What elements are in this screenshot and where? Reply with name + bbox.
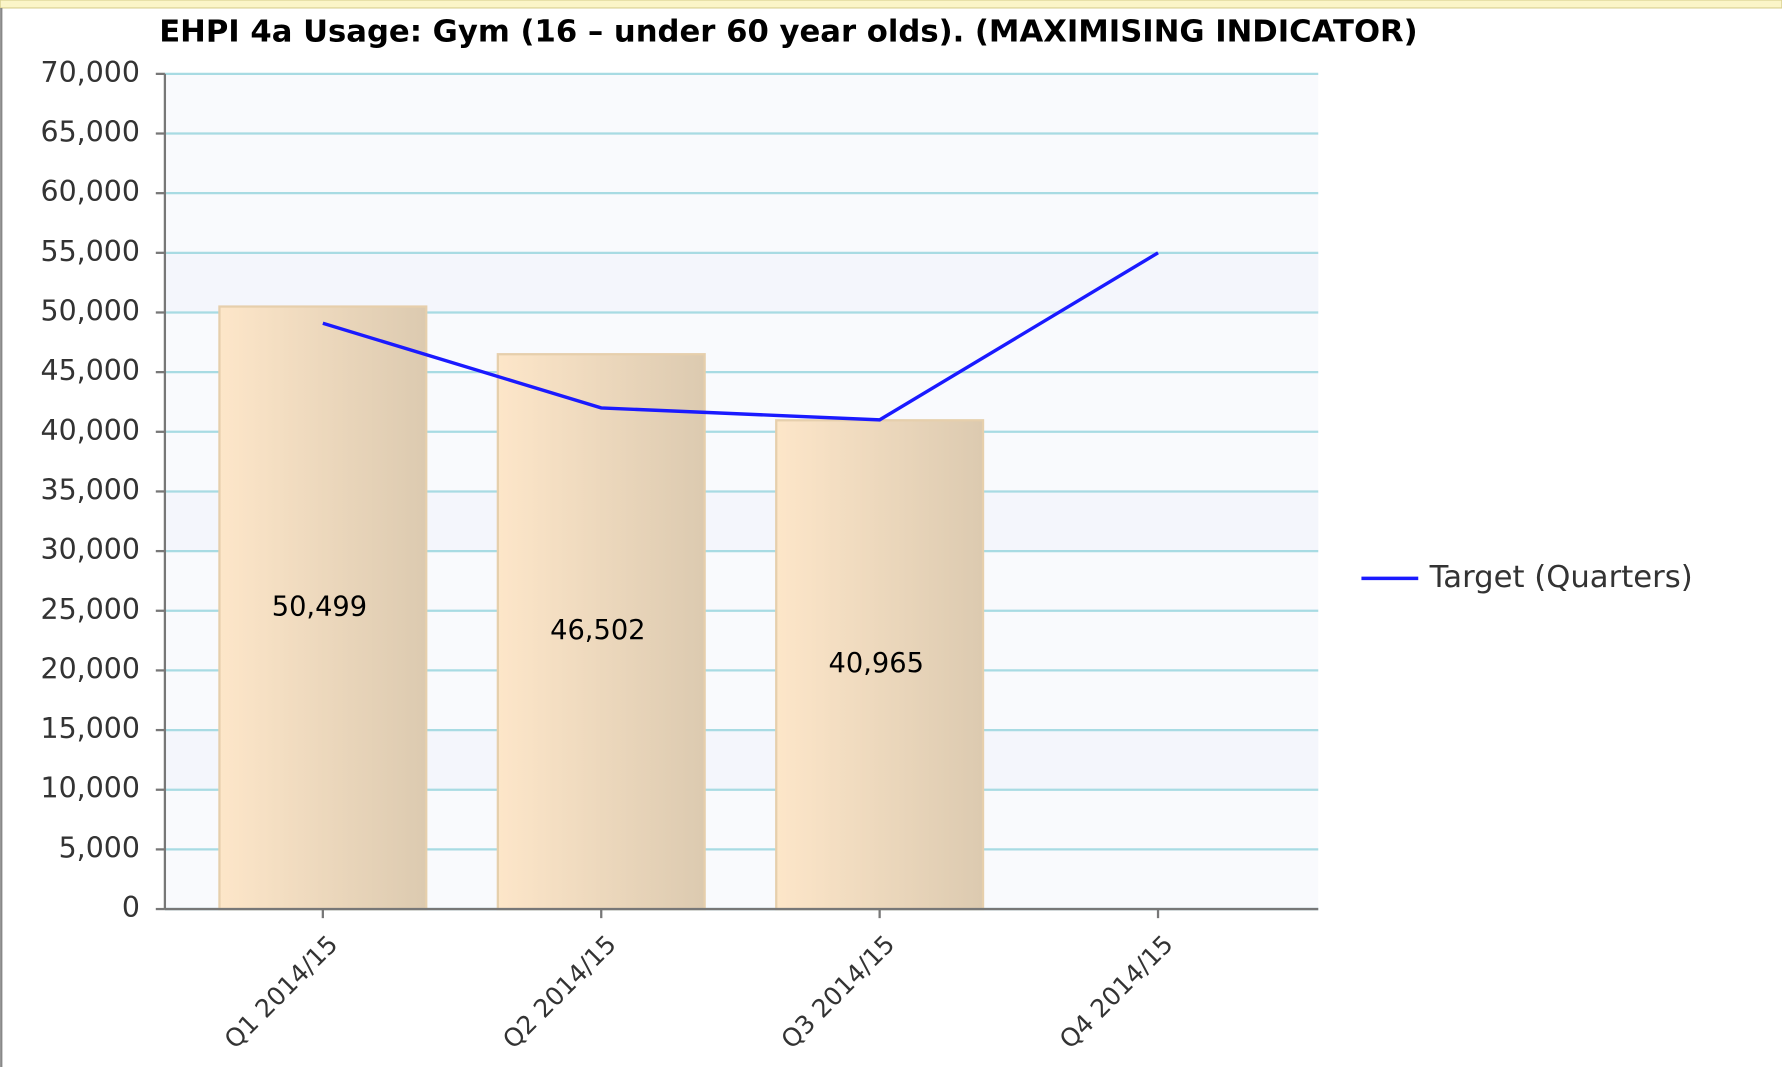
x-tick-label: Q1 2014/15 [219,930,344,1055]
x-tick-label: Q2 2014/15 [497,930,622,1055]
y-tick-label: 0 [122,891,140,924]
y-tick-label: 5,000 [59,831,140,864]
y-tick-label: 10,000 [41,772,140,805]
y-tick-label: 20,000 [41,652,140,685]
y-tick-label: 15,000 [41,712,140,745]
y-tick-label: 70,000 [41,56,140,89]
y-tick-label: 40,000 [41,414,140,447]
y-tick-label: 60,000 [41,175,140,208]
bar [496,353,706,911]
bar-value-label: 50,499 [272,591,367,622]
target-line [322,251,1159,422]
y-tick-label: 50,000 [41,294,140,327]
y-tick-label: 65,000 [41,116,140,149]
legend-label: Target (Quarters) [1429,560,1693,595]
bar [775,419,985,911]
y-tick-label: 30,000 [41,533,140,566]
top-bar [0,0,1782,9]
chart-title: EHPI 4a Usage: Gym (16 – under 60 year o… [159,14,1417,49]
y-tick-label: 25,000 [41,593,140,626]
y-tick-label: 45,000 [41,354,140,387]
bar [218,305,428,911]
bar-value-label: 40,965 [829,648,924,679]
y-tick-label: 55,000 [41,235,140,268]
bar-value-label: 46,502 [550,615,645,646]
x-tick-label: Q3 2014/15 [776,930,901,1055]
y-tick-label: 35,000 [41,473,140,506]
x-tick-label: Q4 2014/15 [1054,930,1179,1055]
